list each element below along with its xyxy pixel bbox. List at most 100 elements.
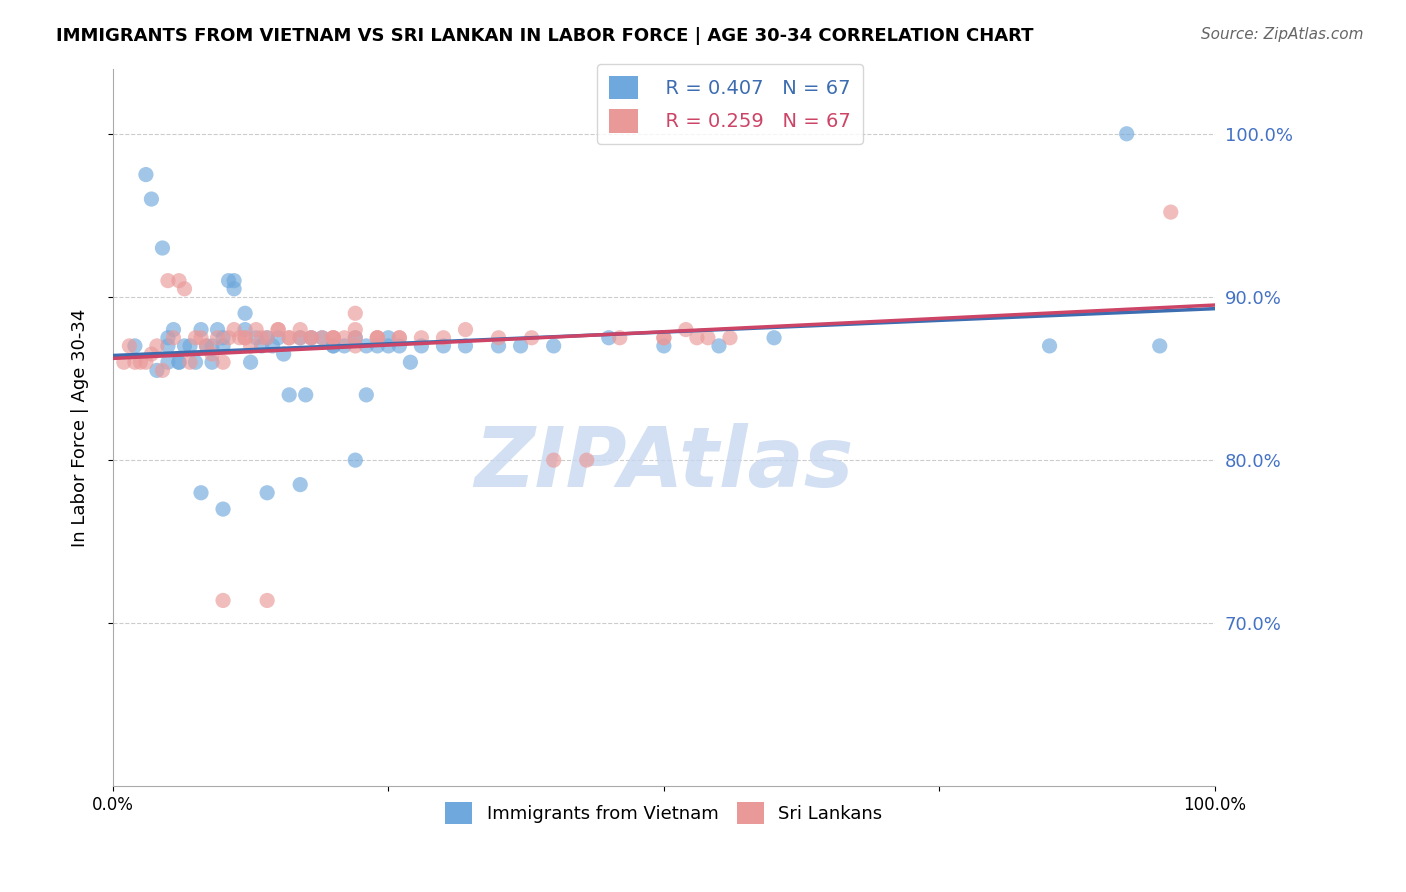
Point bbox=[190, 485, 212, 500]
Point bbox=[239, 355, 262, 369]
Point bbox=[344, 331, 367, 345]
Point bbox=[256, 593, 278, 607]
Point bbox=[167, 355, 190, 369]
Point bbox=[124, 355, 146, 369]
Point bbox=[212, 339, 235, 353]
Point bbox=[366, 331, 388, 345]
Point bbox=[366, 339, 388, 353]
Point bbox=[520, 331, 543, 345]
Point bbox=[184, 355, 207, 369]
Point bbox=[344, 306, 367, 320]
Point bbox=[377, 331, 399, 345]
Point bbox=[129, 355, 152, 369]
Point bbox=[1160, 205, 1182, 219]
Point bbox=[207, 323, 229, 337]
Point bbox=[218, 331, 240, 345]
Point bbox=[344, 323, 367, 337]
Point bbox=[290, 331, 312, 345]
Point bbox=[609, 331, 631, 345]
Point bbox=[256, 485, 278, 500]
Point bbox=[162, 323, 184, 337]
Point bbox=[250, 339, 273, 353]
Point bbox=[146, 339, 169, 353]
Point bbox=[146, 363, 169, 377]
Point bbox=[256, 331, 278, 345]
Point bbox=[267, 331, 290, 345]
Point bbox=[333, 331, 356, 345]
Point bbox=[598, 331, 620, 345]
Point bbox=[195, 339, 218, 353]
Point bbox=[333, 339, 356, 353]
Point bbox=[1115, 127, 1137, 141]
Point bbox=[173, 282, 195, 296]
Point bbox=[135, 355, 157, 369]
Point bbox=[267, 323, 290, 337]
Point bbox=[152, 241, 174, 255]
Point bbox=[207, 331, 229, 345]
Point bbox=[432, 331, 454, 345]
Legend: Immigrants from Vietnam, Sri Lankans: Immigrants from Vietnam, Sri Lankans bbox=[434, 791, 893, 835]
Point bbox=[212, 593, 235, 607]
Point bbox=[141, 347, 163, 361]
Point bbox=[233, 323, 256, 337]
Point bbox=[575, 453, 598, 467]
Point bbox=[152, 363, 174, 377]
Point bbox=[156, 339, 179, 353]
Point bbox=[278, 331, 301, 345]
Point bbox=[124, 339, 146, 353]
Point bbox=[190, 323, 212, 337]
Point bbox=[377, 339, 399, 353]
Point bbox=[190, 331, 212, 345]
Point bbox=[201, 347, 224, 361]
Point bbox=[399, 355, 422, 369]
Point bbox=[162, 331, 184, 345]
Point bbox=[262, 339, 284, 353]
Point bbox=[256, 331, 278, 345]
Point bbox=[173, 339, 195, 353]
Point bbox=[322, 331, 344, 345]
Point bbox=[299, 331, 322, 345]
Point bbox=[228, 331, 250, 345]
Point bbox=[388, 331, 411, 345]
Point bbox=[239, 339, 262, 353]
Point bbox=[686, 331, 709, 345]
Point bbox=[488, 339, 510, 353]
Point bbox=[509, 339, 531, 353]
Point bbox=[273, 347, 295, 361]
Point bbox=[245, 331, 267, 345]
Point bbox=[250, 331, 273, 345]
Y-axis label: In Labor Force | Age 30-34: In Labor Force | Age 30-34 bbox=[72, 309, 89, 547]
Point bbox=[212, 331, 235, 345]
Point bbox=[411, 331, 433, 345]
Point bbox=[675, 323, 697, 337]
Point bbox=[135, 168, 157, 182]
Point bbox=[212, 502, 235, 516]
Point bbox=[179, 339, 201, 353]
Point bbox=[322, 331, 344, 345]
Point bbox=[267, 323, 290, 337]
Point bbox=[322, 339, 344, 353]
Point bbox=[311, 331, 333, 345]
Point bbox=[222, 274, 245, 288]
Point bbox=[290, 477, 312, 491]
Point bbox=[156, 355, 179, 369]
Point bbox=[218, 274, 240, 288]
Point bbox=[290, 323, 312, 337]
Point bbox=[707, 339, 730, 353]
Point bbox=[344, 339, 367, 353]
Point bbox=[311, 331, 333, 345]
Point bbox=[411, 339, 433, 353]
Point bbox=[290, 331, 312, 345]
Point bbox=[294, 388, 316, 402]
Point bbox=[278, 388, 301, 402]
Point bbox=[222, 323, 245, 337]
Point bbox=[344, 331, 367, 345]
Point bbox=[233, 331, 256, 345]
Point bbox=[366, 331, 388, 345]
Point bbox=[212, 355, 235, 369]
Point bbox=[344, 453, 367, 467]
Point bbox=[388, 331, 411, 345]
Point bbox=[366, 331, 388, 345]
Point bbox=[454, 323, 477, 337]
Point bbox=[141, 192, 163, 206]
